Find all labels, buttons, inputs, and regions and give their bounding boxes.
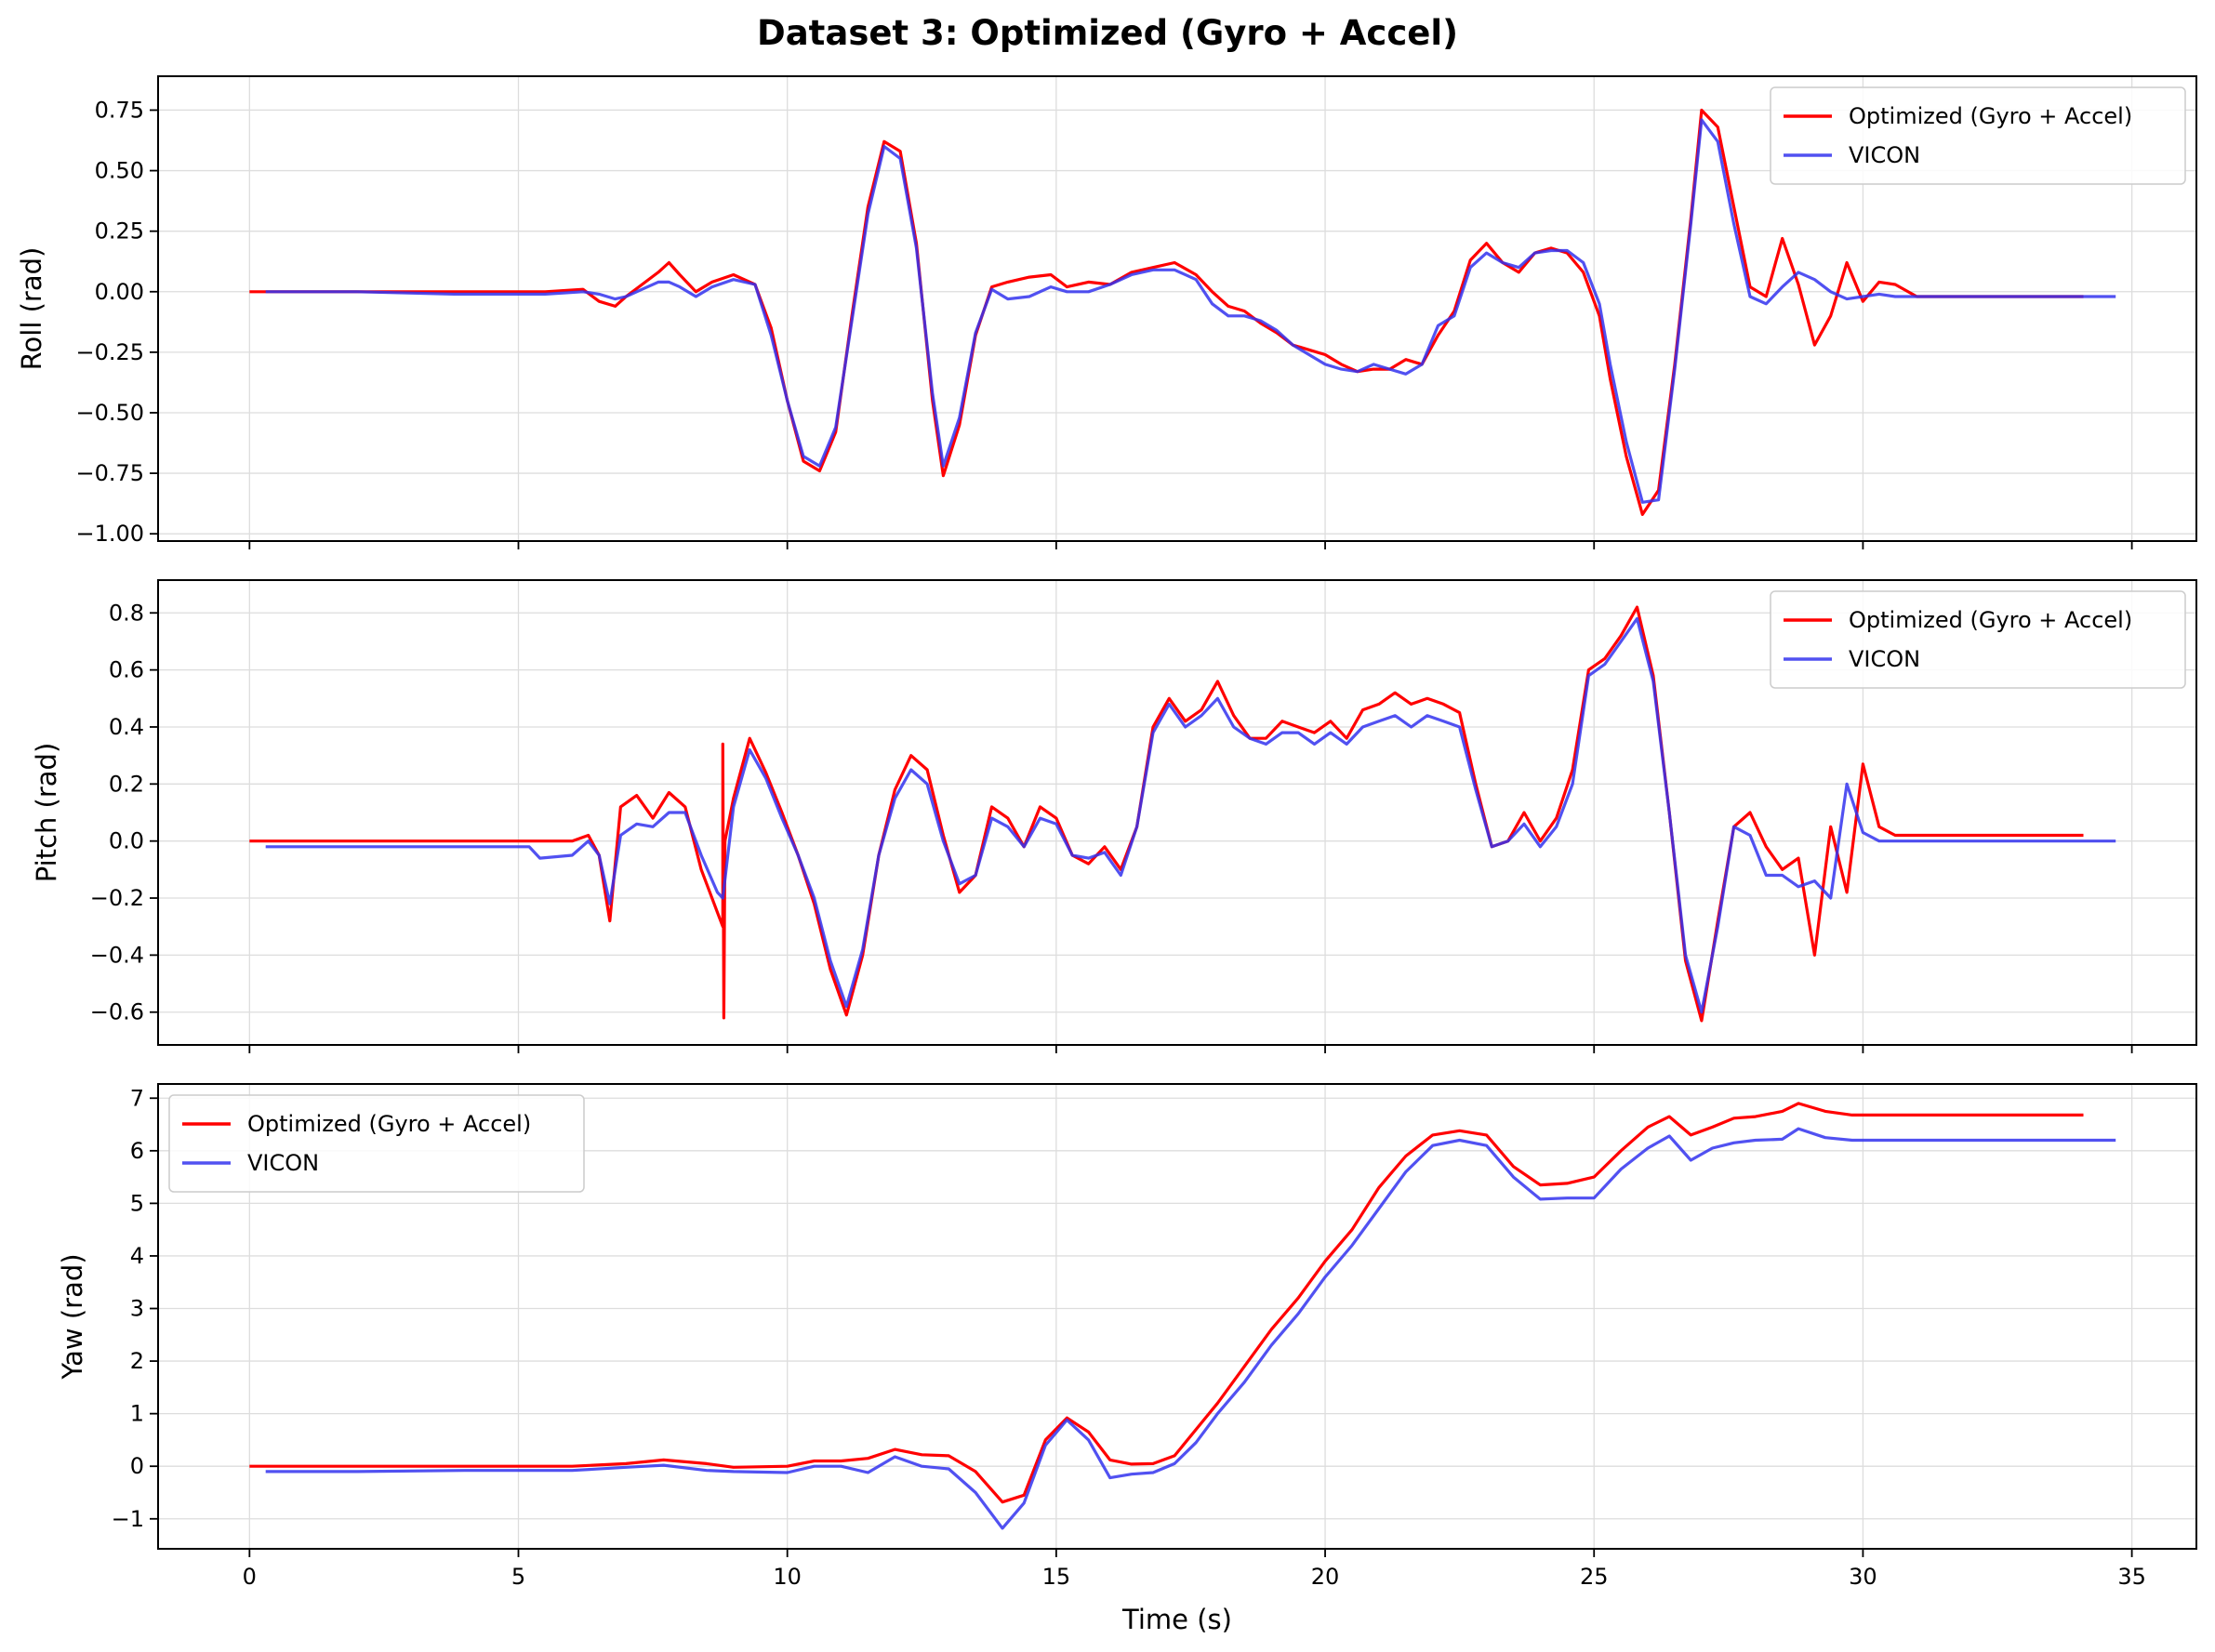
x-tick-label: 10: [773, 1564, 802, 1590]
y-tick-label: 0.8: [109, 600, 144, 626]
yaw-subplot: 0 5 10 15 20 25 30 35 −1 0 1 2 3 4 5 6 7 Yaw (rad) Optimiz…: [57, 1083, 2197, 1590]
figure-title: Dataset 3: Optimized (Gyro + Accel): [757, 13, 1458, 53]
legend: Optimized (Gyro + Accel) VICON: [1770, 590, 2186, 689]
x-tick-label: 15: [1042, 1564, 1071, 1590]
y-tick-label: −1.00: [75, 521, 144, 547]
y-tick-label: 0.50: [95, 158, 144, 184]
x-tick-label: 30: [1849, 1564, 1877, 1590]
y-tick-label: −0.50: [75, 400, 144, 426]
x-tick-label: 20: [1311, 1564, 1340, 1590]
legend-box: [1770, 590, 2186, 689]
optimized-series-line: [249, 108, 2084, 516]
y-tick-label: 7: [130, 1085, 144, 1111]
axes-frame: [157, 579, 2197, 1046]
vicon-series-line: [265, 118, 2116, 504]
legend-label-optimized: Optimized (Gyro + Accel): [1849, 103, 2132, 129]
legend: Optimized (Gyro + Accel) VICON: [168, 1094, 585, 1193]
y-axis-label: Pitch (rad): [31, 743, 62, 883]
y-tick-label: 0.00: [95, 279, 144, 305]
y-tick-label: 6: [130, 1138, 144, 1164]
y-tick-label: −0.75: [75, 460, 144, 486]
vicon-series-line: [265, 1127, 2116, 1530]
legend-box: [1770, 86, 2186, 185]
y-tick-label: 0.2: [109, 771, 144, 797]
legend: Optimized (Gyro + Accel) VICON: [1770, 86, 2186, 185]
optimized-series-line: [249, 1102, 2084, 1504]
y-tick-label: 1: [130, 1401, 144, 1427]
subplots: −1.00−0.75−0.50−0.250.000.250.500.75Roll…: [16, 75, 2197, 1590]
legend-label-optimized: Optimized (Gyro + Accel): [1849, 607, 2132, 633]
y-tick-label: −0.25: [75, 339, 144, 365]
y-tick-label: 4: [130, 1243, 144, 1269]
x-tick-label: 0: [243, 1564, 257, 1590]
roll-subplot: −1.00 −0.75 −0.50 −0.25 0.00 0.25 0.50 0.75 Roll…: [16, 75, 2197, 549]
legend-label-optimized: Optimized (Gyro + Accel): [247, 1111, 531, 1137]
y-tick-label: −0.4: [90, 942, 144, 968]
y-tick-label: 0.75: [95, 97, 144, 123]
x-tick-label: 5: [511, 1564, 525, 1590]
y-tick-label: 0: [130, 1453, 144, 1479]
legend-box: [168, 1094, 585, 1193]
y-tick-label: −0.2: [90, 885, 144, 911]
y-axis-label: Roll (rad): [16, 247, 47, 371]
y-tick-label: −0.6: [90, 999, 144, 1025]
legend-label-vicon: VICON: [247, 1150, 319, 1176]
x-tick-label: 35: [2117, 1564, 2146, 1590]
x-axis-label: Time (s): [1121, 1604, 1232, 1635]
y-tick-label: 0.4: [109, 714, 144, 740]
x-tick-label: 25: [1580, 1564, 1609, 1590]
axes-frame: [157, 1083, 2197, 1550]
axes-frame: [157, 75, 2197, 542]
vicon-series-line: [265, 616, 2116, 1014]
y-tick-label: 0.0: [109, 828, 144, 854]
legend-label-vicon: VICON: [1849, 646, 1920, 672]
y-tick-label: −1: [112, 1506, 144, 1532]
pitch-subplot: −0.6 −0.4 −0.2 0.0 0.2 0.4 0.6 0.8 Pitch (rad) Op…: [31, 579, 2197, 1053]
y-tick-label: 5: [130, 1190, 144, 1216]
y-tick-label: 0.6: [109, 657, 144, 683]
y-axis-label: Yaw (rad): [57, 1253, 88, 1380]
y-tick-label: 3: [130, 1296, 144, 1322]
y-tick-label: 0.25: [95, 218, 144, 244]
y-tick-label: 2: [130, 1348, 144, 1374]
legend-label-vicon: VICON: [1849, 142, 1920, 168]
